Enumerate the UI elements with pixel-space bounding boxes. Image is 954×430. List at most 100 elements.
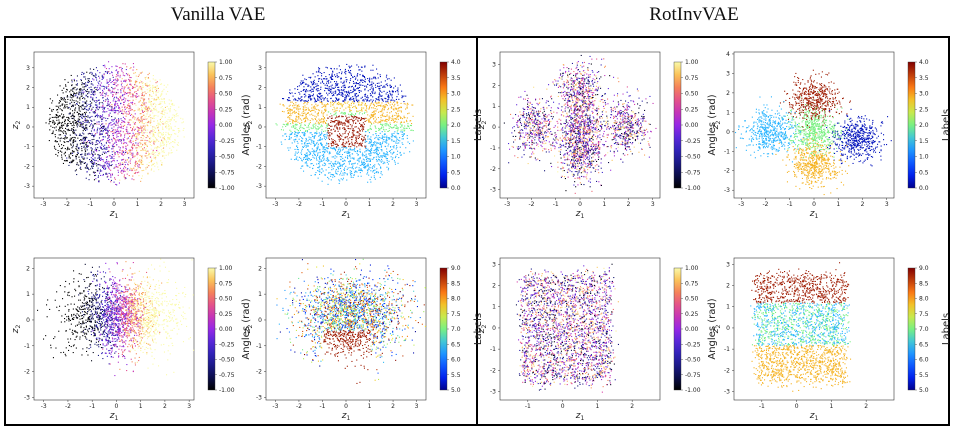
scatter-point	[304, 132, 306, 134]
scatter-point	[92, 142, 94, 144]
scatter-point	[81, 146, 83, 148]
scatter-point	[323, 83, 325, 85]
scatter-point	[134, 113, 136, 115]
scatter-point	[121, 99, 123, 101]
scatter-point	[75, 134, 77, 136]
scatter-point	[136, 96, 138, 98]
scatter-point	[388, 125, 390, 127]
scatter-point	[56, 109, 58, 111]
scatter-point	[330, 113, 332, 115]
scatter-point	[64, 105, 66, 107]
scatter-point	[108, 150, 110, 152]
scatter-point	[341, 93, 343, 95]
scatter-point	[326, 82, 328, 84]
scatter-point	[169, 147, 171, 149]
scatter-point	[376, 168, 378, 170]
scatter-point	[158, 135, 160, 137]
scatter-point	[122, 147, 124, 149]
scatter-point	[407, 141, 409, 143]
scatter-point	[137, 142, 139, 144]
scatter-point	[387, 99, 389, 101]
scatter-point	[387, 109, 389, 111]
scatter-point	[331, 84, 333, 86]
scatter-point	[117, 72, 119, 74]
scatter-point	[412, 115, 414, 117]
scatter-point	[294, 153, 296, 155]
scatter-point	[354, 148, 356, 150]
scatter-point	[169, 108, 171, 110]
scatter-point	[117, 152, 119, 154]
scatter-point	[344, 151, 346, 153]
scatter-point	[350, 74, 352, 76]
scatter-point	[148, 88, 150, 90]
scatter-point	[317, 128, 319, 130]
scatter-point	[322, 146, 324, 148]
scatter-point	[348, 90, 350, 92]
scatter-point	[318, 99, 320, 101]
scatter-point	[111, 127, 113, 129]
scatter-point	[362, 102, 364, 104]
scatter-point	[90, 86, 92, 88]
scatter-point	[405, 108, 407, 110]
scatter-point	[309, 110, 311, 112]
scatter-point	[86, 153, 88, 155]
scatter-point	[379, 95, 381, 97]
scatter-point	[72, 115, 74, 117]
scatter-point	[367, 135, 369, 137]
scatter-point	[72, 110, 74, 112]
scatter-point	[297, 121, 299, 123]
scatter-point	[96, 89, 98, 91]
scatter-point	[157, 134, 159, 136]
scatter-point	[375, 150, 377, 152]
scatter-point	[311, 148, 313, 150]
scatter-point	[323, 162, 325, 164]
scatter-point	[328, 90, 330, 92]
scatter-point	[136, 157, 138, 159]
scatter-point	[137, 85, 139, 87]
scatter-point	[376, 143, 378, 145]
scatter-point	[121, 86, 123, 88]
scatter-point	[118, 111, 120, 113]
scatter-point	[341, 174, 343, 176]
scatter-point	[333, 156, 335, 158]
scatter-point	[377, 99, 379, 101]
scatter-point	[326, 147, 328, 149]
scatter-point	[114, 177, 116, 179]
scatter-point	[382, 98, 384, 100]
scatter-point	[349, 86, 351, 88]
scatter-point	[155, 108, 157, 110]
scatter-point	[159, 95, 161, 97]
scatter-point	[304, 124, 306, 126]
scatter-point	[99, 127, 101, 129]
scatter-point	[290, 101, 292, 103]
scatter-point	[369, 142, 371, 144]
scatter-point	[121, 106, 123, 108]
scatter-point	[86, 163, 88, 165]
scatter-point	[81, 108, 83, 110]
scatter-point	[52, 109, 54, 111]
scatter-point	[133, 116, 135, 118]
scatter-point	[101, 76, 103, 78]
scatter-point	[145, 167, 147, 169]
scatter-point	[67, 122, 69, 124]
scatter-point	[109, 112, 111, 114]
scatter-point	[305, 114, 307, 116]
scatter-point	[124, 106, 126, 108]
scatter-point	[106, 71, 108, 73]
scatter-point	[337, 166, 339, 168]
scatter-point	[93, 151, 95, 153]
scatter-point	[103, 168, 105, 170]
scatter-point	[125, 128, 127, 130]
scatter-point	[71, 95, 73, 97]
scatter-point	[145, 115, 147, 117]
scatter-point	[101, 85, 103, 87]
scatter-point	[305, 162, 307, 164]
scatter-point	[369, 104, 371, 106]
scatter-point	[314, 126, 316, 128]
scatter-point	[159, 120, 161, 122]
scatter-point	[121, 169, 123, 171]
scatter-point	[396, 113, 398, 115]
x-tick-label: 2	[159, 201, 163, 208]
scatter-point	[338, 101, 340, 103]
scatter-point	[129, 151, 131, 153]
